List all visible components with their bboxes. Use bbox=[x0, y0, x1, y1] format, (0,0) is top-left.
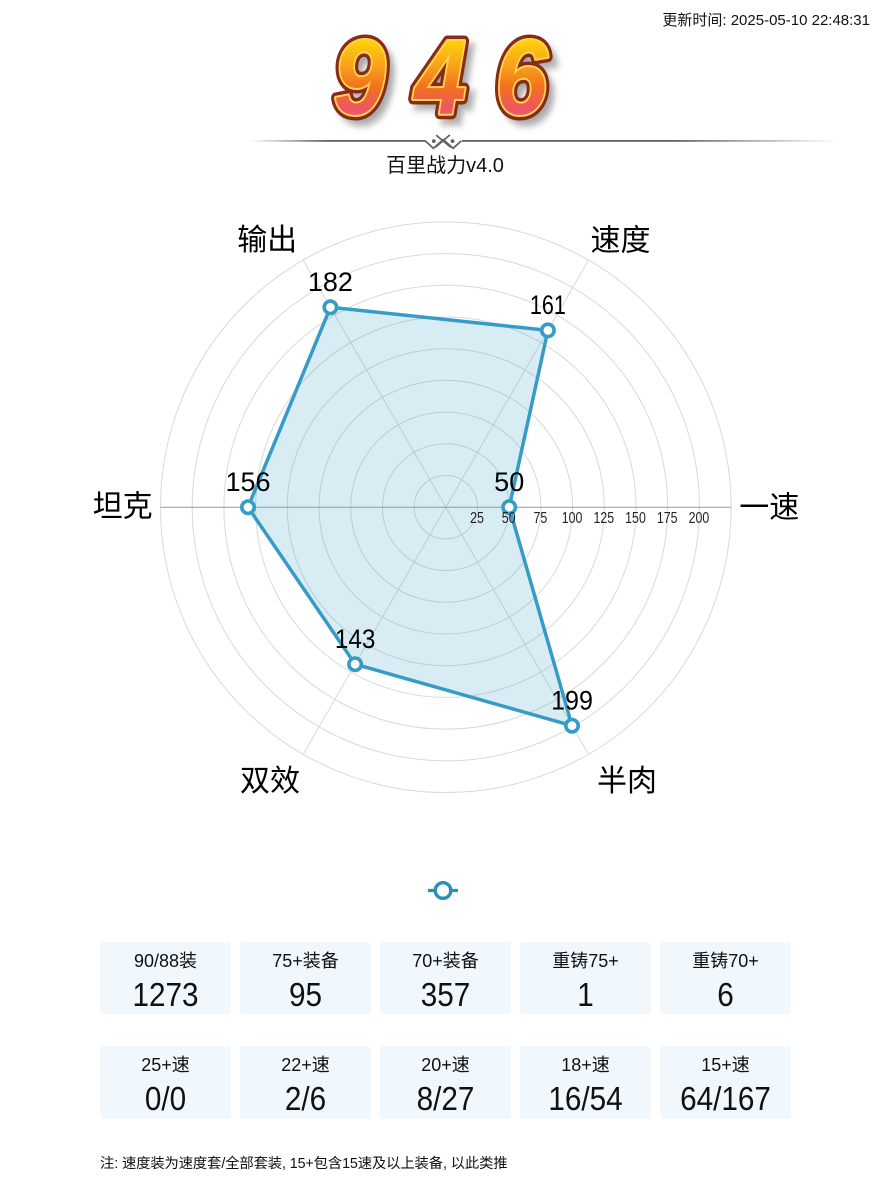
svg-text:156: 156 bbox=[225, 467, 270, 497]
svg-text:25: 25 bbox=[470, 509, 484, 527]
svg-text:161: 161 bbox=[530, 291, 566, 321]
svg-text:半肉: 半肉 bbox=[597, 765, 657, 798]
svg-text:75: 75 bbox=[534, 509, 548, 527]
svg-text:100: 100 bbox=[562, 509, 583, 527]
svg-text:143: 143 bbox=[335, 625, 376, 654]
svg-text:946: 946 bbox=[334, 20, 577, 138]
svg-text:坦克: 坦克 bbox=[93, 491, 153, 524]
svg-text:182: 182 bbox=[308, 267, 353, 297]
svg-text:双效: 双效 bbox=[240, 765, 300, 798]
svg-text:946: 946 bbox=[334, 20, 577, 138]
svg-text:50: 50 bbox=[502, 509, 516, 527]
svg-text:200: 200 bbox=[689, 509, 710, 527]
svg-text:199: 199 bbox=[551, 684, 593, 715]
svg-text:一速: 一速 bbox=[739, 492, 799, 525]
svg-text:175: 175 bbox=[657, 509, 678, 527]
svg-text:125: 125 bbox=[593, 509, 614, 527]
svg-text:50: 50 bbox=[494, 467, 524, 497]
svg-text:输出: 输出 bbox=[237, 224, 297, 257]
svg-text:150: 150 bbox=[625, 509, 646, 527]
svg-text:946: 946 bbox=[334, 20, 577, 138]
svg-text:速度: 速度 bbox=[591, 225, 651, 258]
svg-text:946: 946 bbox=[340, 27, 583, 145]
